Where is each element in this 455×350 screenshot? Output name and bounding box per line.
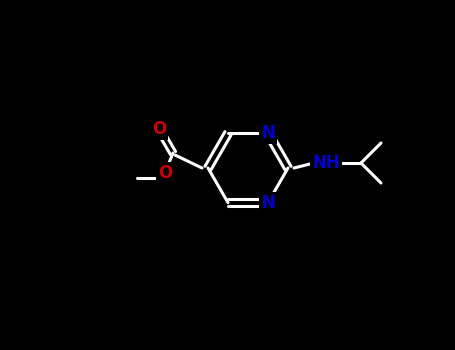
Text: O: O [152,120,166,138]
Text: NH: NH [312,154,340,172]
Text: N: N [261,124,275,142]
Text: O: O [158,164,172,182]
Text: N: N [261,194,275,212]
